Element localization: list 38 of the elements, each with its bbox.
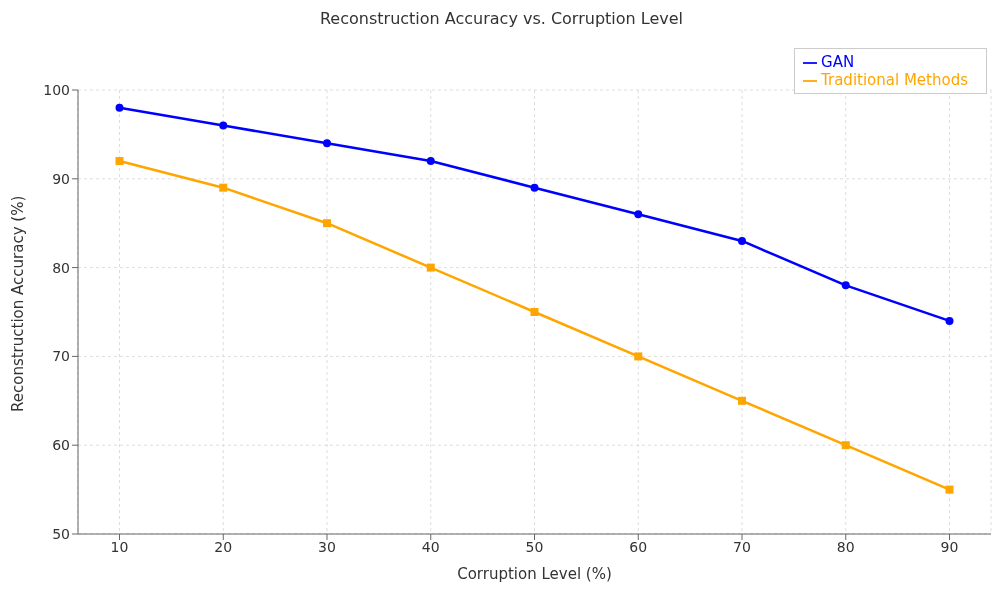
- point: [219, 183, 228, 192]
- point: [738, 396, 746, 405]
- point: [530, 183, 539, 192]
- point: [841, 281, 850, 290]
- point: [426, 263, 435, 272]
- y-tick-label: 50: [52, 525, 70, 542]
- point: [323, 139, 331, 148]
- x-axis-title: Corruption Level (%): [457, 565, 612, 583]
- x-tick-label: 10: [110, 538, 129, 555]
- point: [115, 103, 124, 112]
- x-tick-label: 90: [940, 538, 959, 555]
- point: [634, 352, 643, 361]
- point: [634, 210, 643, 219]
- point: [945, 316, 954, 325]
- y-tick-label: 100: [43, 81, 70, 98]
- point: [115, 157, 124, 166]
- x-tick-label: 30: [318, 538, 336, 555]
- legend-label: Traditional Methods: [821, 71, 968, 89]
- point: [945, 485, 954, 494]
- y-tick-label: 90: [52, 170, 70, 187]
- y-tick-label: 60: [52, 437, 70, 454]
- x-tick-label: 20: [214, 538, 233, 555]
- point: [841, 441, 850, 450]
- point: [219, 121, 228, 130]
- x-tick-label: 60: [629, 538, 648, 555]
- point: [426, 157, 435, 166]
- chart-title: Reconstruction Accuracy vs. Corruption Level: [318, 8, 684, 30]
- x-tick-label: 70: [733, 538, 751, 555]
- x-tick-label: 80: [836, 538, 855, 555]
- y-axis-title: Reconstruction Accuracy (%): [9, 195, 28, 412]
- x-tick-label: 50: [525, 538, 544, 555]
- legend-label: GAN: [821, 53, 855, 71]
- y-tick-label: 70: [52, 348, 70, 365]
- x-tick-label: 40: [421, 538, 440, 555]
- point: [738, 236, 746, 245]
- y-tick-label: 80: [52, 259, 70, 276]
- point: [323, 219, 331, 228]
- point: [530, 308, 539, 316]
